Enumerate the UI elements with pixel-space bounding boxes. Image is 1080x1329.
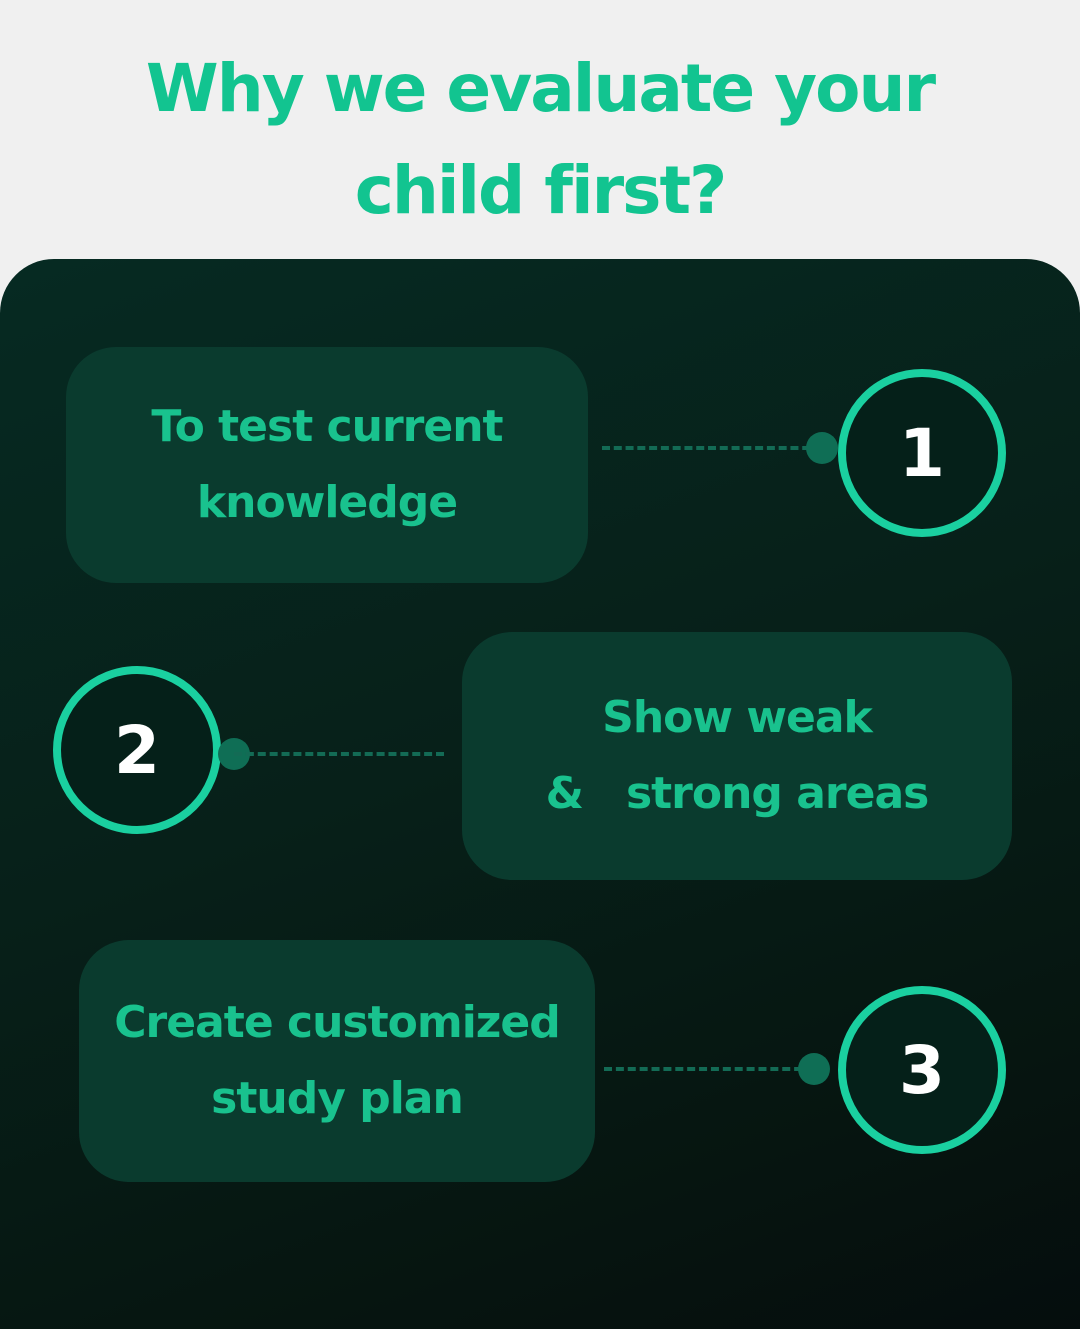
step-3-text-line-2: study plan — [211, 1073, 464, 1124]
step-1-connector-dot — [806, 432, 838, 464]
step-2-text: Show weak & strong areas — [545, 680, 930, 832]
steps-panel: To test current knowledge 1 2 Show weak … — [0, 259, 1080, 1329]
page-title-line-1: Why we evaluate your — [145, 50, 936, 127]
step-1-text-line-1: To test current — [151, 401, 503, 452]
step-1-text-line-2: knowledge — [196, 477, 458, 528]
step-2-number-badge: 2 — [53, 666, 221, 834]
step-2-text-line-1: Show weak — [602, 692, 873, 743]
step-card-1: To test current knowledge — [66, 347, 588, 583]
page-title: Why we evaluate your child first? — [0, 38, 1080, 242]
step-3-text: Create customized study plan — [114, 985, 560, 1137]
header: Why we evaluate your child first? — [0, 0, 1080, 260]
step-1-connector — [602, 446, 822, 450]
step-1-text: To test current knowledge — [151, 389, 503, 541]
step-card-2: Show weak & strong areas — [462, 632, 1012, 880]
step-2-connector — [234, 752, 444, 756]
step-3-text-line-1: Create customized — [114, 997, 560, 1048]
step-card-3: Create customized study plan — [79, 940, 595, 1182]
step-1-number-badge: 1 — [838, 369, 1006, 537]
step-3-connector-dot — [798, 1053, 830, 1085]
page-title-line-2: child first? — [354, 152, 728, 229]
step-3-number-badge: 3 — [838, 986, 1006, 1154]
step-2-text-line-2: & strong areas — [545, 768, 930, 819]
step-3-connector — [604, 1067, 814, 1071]
